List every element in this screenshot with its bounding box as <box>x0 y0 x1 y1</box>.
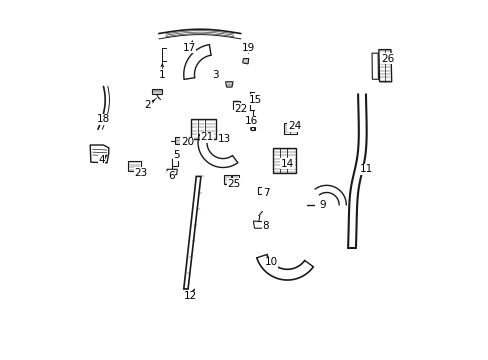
Text: 23: 23 <box>134 168 147 178</box>
Text: 4: 4 <box>98 156 105 165</box>
Text: 10: 10 <box>264 257 277 267</box>
Text: 15: 15 <box>248 95 261 105</box>
Text: 2: 2 <box>144 100 151 110</box>
Text: 16: 16 <box>244 116 258 126</box>
Text: 7: 7 <box>262 188 269 198</box>
Text: 19: 19 <box>241 43 254 53</box>
Text: 11: 11 <box>359 164 372 174</box>
Text: 20: 20 <box>181 138 194 148</box>
Text: 18: 18 <box>97 114 110 124</box>
Text: 25: 25 <box>227 179 240 189</box>
Text: 12: 12 <box>184 291 197 301</box>
Text: 6: 6 <box>167 171 174 181</box>
Text: 24: 24 <box>287 121 301 131</box>
Text: 3: 3 <box>212 69 219 80</box>
Text: 14: 14 <box>280 159 293 169</box>
Text: 21: 21 <box>200 132 213 142</box>
Text: 17: 17 <box>182 43 195 53</box>
Text: 22: 22 <box>234 104 247 113</box>
Text: 5: 5 <box>173 150 180 160</box>
Text: 13: 13 <box>218 134 231 144</box>
Text: 8: 8 <box>262 221 269 231</box>
Text: 26: 26 <box>380 54 393 64</box>
Text: 1: 1 <box>159 69 165 80</box>
Text: 9: 9 <box>319 200 325 210</box>
